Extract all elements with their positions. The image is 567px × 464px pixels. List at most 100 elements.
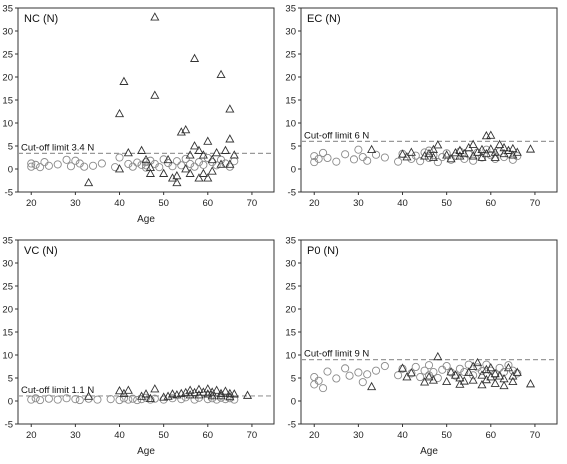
- y-tick-label-p0: 0: [291, 396, 296, 407]
- triangle-point-nc: [203, 173, 213, 182]
- triangle-point-vc: [150, 384, 160, 393]
- x-tick-label-ec: 60: [486, 198, 497, 209]
- triangle-point-p0: [420, 377, 430, 386]
- x-tick-label-nc: 20: [26, 198, 37, 209]
- triangle-point-ec: [420, 151, 430, 160]
- y-tick-label-ec: 30: [285, 26, 296, 37]
- triangle-point-vc: [185, 385, 195, 394]
- circle-point-nc: [36, 163, 45, 172]
- triangle-point-ec: [459, 148, 469, 158]
- triangle-point-nc: [185, 150, 195, 159]
- triangle-point-nc: [167, 173, 178, 182]
- triangle-point-nc: [207, 154, 217, 164]
- circle-point-vc: [124, 395, 133, 404]
- circle-point-nc: [97, 159, 106, 168]
- triangle-point-p0: [433, 351, 443, 361]
- y-tick-label-p0: 20: [285, 304, 296, 315]
- circle-point-nc: [133, 158, 142, 167]
- triangle-point-nc: [145, 168, 155, 177]
- triangle-point-ec: [490, 152, 500, 161]
- cutoff-label-vc: Cut-off limit 1.1 N: [21, 385, 94, 396]
- triangle-point-ec: [486, 130, 496, 139]
- circle-point-nc: [115, 153, 124, 162]
- x-tick-label-vc: 70: [247, 430, 258, 441]
- x-tick-label-p0: 50: [441, 430, 452, 441]
- triangle-point-ec: [481, 148, 491, 158]
- x-tick-label-ec: 30: [353, 198, 364, 209]
- circle-point-p0: [504, 361, 513, 370]
- circle-point-ec: [482, 145, 491, 154]
- triangle-point-p0: [490, 378, 500, 387]
- triangle-point-nc: [225, 104, 235, 113]
- triangle-point-nc: [212, 147, 222, 157]
- triangle-point-nc: [189, 141, 200, 150]
- triangle-point-ec: [397, 149, 408, 158]
- x-tick-label-ec: 40: [397, 198, 408, 209]
- circle-point-ec: [341, 150, 350, 159]
- x-axis-title-vc: Age: [137, 446, 155, 457]
- circle-point-ec: [394, 157, 403, 166]
- y-tick-label-vc: -5: [5, 419, 13, 430]
- y-tick-label-nc: 20: [2, 72, 13, 83]
- y-tick-label-nc: 25: [2, 49, 13, 60]
- triangle-point-nc: [203, 136, 213, 145]
- triangle-point-nc: [181, 124, 191, 134]
- x-tick-label-nc: 40: [114, 198, 125, 209]
- triangle-point-p0: [450, 370, 461, 379]
- circle-point-nc: [27, 162, 36, 171]
- triangle-point-nc: [145, 162, 155, 171]
- circle-point-ec: [442, 149, 451, 158]
- circle-point-nc: [31, 160, 40, 169]
- triangle-point-ec: [433, 140, 443, 149]
- circle-point-p0: [341, 364, 350, 373]
- triangle-point-p0: [402, 372, 412, 381]
- triangle-point-ec: [367, 144, 377, 154]
- triangle-point-vc: [225, 391, 235, 401]
- triangle-point-ec: [455, 151, 465, 160]
- circle-point-nc: [199, 160, 208, 169]
- y-tick-label-vc: 15: [2, 327, 13, 338]
- triangle-point-vc: [181, 387, 191, 397]
- y-tick-label-nc: 10: [2, 118, 13, 129]
- triangle-point-ec: [490, 147, 500, 156]
- triangle-point-vc: [145, 393, 155, 403]
- y-tick-label-p0: 35: [285, 235, 296, 246]
- circle-point-nc: [141, 163, 151, 172]
- triangle-point-p0: [490, 368, 500, 378]
- circle-point-nc: [155, 163, 164, 172]
- triangle-point-nc: [123, 147, 133, 157]
- triangle-point-vc: [203, 384, 213, 393]
- triangle-point-ec: [406, 147, 416, 156]
- triangle-point-nc: [176, 127, 186, 136]
- triangle-point-nc: [194, 145, 204, 154]
- panel-title-nc: NC (N): [24, 13, 58, 25]
- triangle-point-ec: [512, 147, 522, 156]
- x-tick-label-vc: 50: [158, 430, 169, 441]
- y-tick-label-p0: 10: [285, 350, 296, 361]
- triangle-point-ec: [402, 152, 412, 161]
- triangle-point-vc: [220, 386, 231, 395]
- y-tick-label-nc: 35: [2, 3, 13, 14]
- triangle-point-ec: [446, 153, 456, 163]
- plot-frame-vc: [17, 239, 275, 425]
- triangle-point-vc: [242, 390, 253, 399]
- circle-point-nc: [137, 160, 146, 169]
- triangle-point-vc: [216, 388, 226, 397]
- triangle-point-vc: [163, 391, 173, 400]
- x-tick-label-ec: 20: [309, 198, 320, 209]
- y-tick-label-ec: -5: [288, 187, 296, 198]
- chart-panel-p0: -5 0 5 10 15 20 25 30 35 20 30 40 50 60 70 Age P0 (N) Cut…: [283, 232, 567, 464]
- triangle-point-vc: [207, 391, 217, 400]
- triangle-point-nc: [189, 53, 200, 62]
- y-tick-label-ec: 25: [285, 49, 296, 60]
- chart-p0-svg: -5 0 5 10 15 20 25 30 35 20 30 40 50 60 70 Age P0 (N) Cut…: [285, 235, 558, 457]
- triangle-point-nc: [229, 150, 239, 159]
- circle-point-vc: [212, 395, 221, 404]
- triangle-point-vc: [114, 385, 125, 395]
- x-tick-label-vc: 30: [70, 430, 81, 441]
- triangle-point-p0: [397, 363, 408, 372]
- panel-title-p0: P0 (N): [307, 245, 339, 257]
- triangle-point-vc: [194, 390, 204, 399]
- x-axis-title-p0: Age: [420, 446, 438, 457]
- triangle-point-nc: [216, 69, 226, 79]
